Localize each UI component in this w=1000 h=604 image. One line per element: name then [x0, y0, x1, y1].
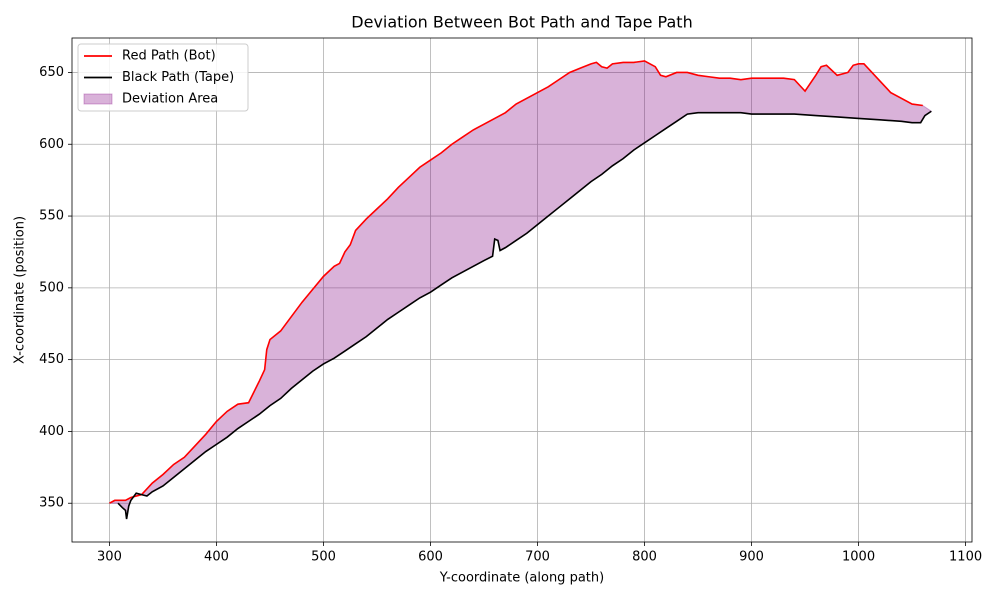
legend-box	[77, 43, 249, 112]
x-tick-label: 1100	[949, 550, 982, 565]
x-tick-label: 400	[204, 550, 229, 565]
x-tick-label: 800	[632, 550, 657, 565]
legend-label: Red Path (Bot)	[122, 49, 216, 64]
x-tick-label: 700	[525, 550, 550, 565]
legend-swatch	[83, 93, 113, 105]
legend-label: Black Path (Tape)	[122, 70, 234, 85]
y-tick-label: 600	[39, 137, 64, 152]
y-tick-label: 450	[39, 352, 64, 367]
x-tick-label: 900	[739, 550, 764, 565]
chart-title: Deviation Between Bot Path and Tape Path	[351, 13, 692, 32]
line-series	[117, 110, 932, 520]
y-tick-label: 500	[39, 280, 64, 295]
x-axis-label: Y-coordinate (along path)	[439, 571, 604, 586]
plot-frame	[71, 37, 973, 543]
legend-label: Deviation Area	[122, 92, 218, 107]
x-tick-label: 300	[97, 550, 122, 565]
y-axis-label: X-coordinate (position)	[13, 216, 28, 364]
y-tick-label: 650	[39, 65, 64, 80]
line-series	[109, 60, 923, 504]
y-tick-label: 550	[39, 209, 64, 224]
x-tick-label: 1000	[842, 550, 875, 565]
y-tick-label: 400	[39, 424, 64, 439]
x-tick-label: 500	[311, 550, 336, 565]
y-tick-label: 350	[39, 496, 64, 511]
x-tick-label: 600	[418, 550, 443, 565]
